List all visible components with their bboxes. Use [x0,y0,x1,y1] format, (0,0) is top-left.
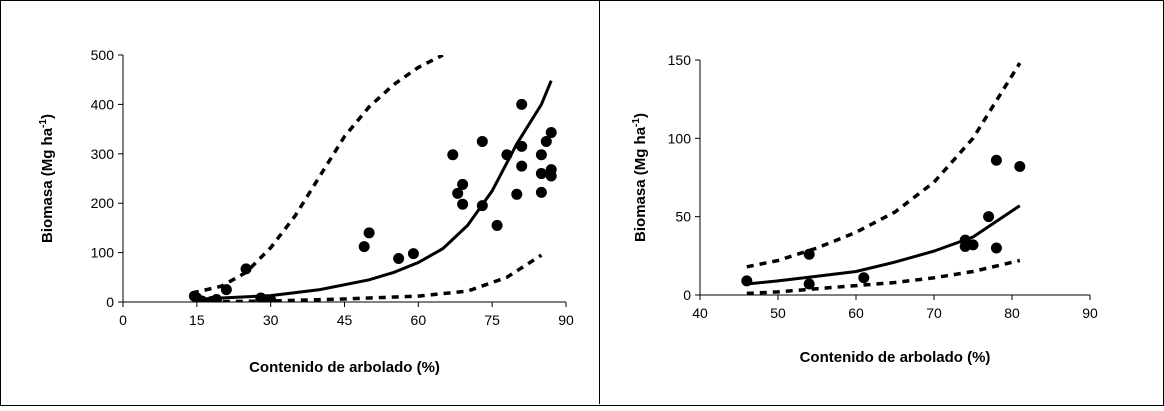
y-tick-label: 50 [675,209,691,225]
data-point [803,278,815,290]
chart-panel-right: 0 50 100 150 40 50 60 70 80 90 Contenido de arbola… [600,0,1164,406]
chart-panel-left: 0 100 200 300 400 500 0 15 30 45 60 75 90 Contenido d… [38,47,574,376]
x-tick-label: 60 [411,312,427,328]
x-axis-title: Contenido de arbolado (%) [249,359,440,376]
data-point [358,241,370,253]
plot-area [188,55,557,302]
y-axis-title-close: ) [632,113,649,118]
data-point [803,248,815,260]
data-point [511,188,523,200]
y-axis-title-close: ) [39,114,56,119]
data-point [535,149,547,161]
y-axis-title: Biomasa (Mg ha-1) [38,114,56,243]
y-axis-title: Biomasa (Mg ha-1) [631,113,649,242]
data-point [741,275,753,287]
data-point [516,160,528,172]
data-point [393,253,405,265]
x-axis-title: Contenido de arbolado (%) [800,349,991,366]
data-point [990,154,1002,166]
y-tick-label: 0 [683,287,691,303]
x-tick-label: 90 [558,312,574,328]
data-point [220,284,232,296]
data-point [535,168,547,180]
y-tick-label: 500 [91,47,115,63]
data-point [196,295,208,302]
x-tick-label: 60 [848,305,864,321]
x-tick-label: 50 [770,305,786,321]
data-point [476,200,488,212]
data-point [545,127,557,139]
data-point [457,198,469,210]
x-tick-label: 70 [926,305,942,321]
x-tick-label: 80 [1004,305,1020,321]
y-tick-label: 0 [106,294,114,310]
data-point [535,186,547,198]
y-tick-label: 400 [91,96,115,112]
x-tick-label: 40 [692,305,708,321]
data-point [983,211,995,223]
data-point [990,242,1002,254]
x-tick-label: 75 [484,312,500,328]
data-point [452,187,464,199]
confidence-band-line [196,253,543,302]
plot-area [741,62,1026,295]
data-point [255,292,267,302]
chart-left-svg: 0 100 200 300 400 500 0 15 30 45 60 75 90 Contenido d… [38,47,574,376]
x-tick-label: 15 [189,312,205,328]
y-tick-label: 300 [91,146,115,162]
data-point [407,248,419,260]
data-point [516,140,528,152]
y-axis-title-main: Biomasa (Mg ha [39,127,56,243]
data-point [240,263,252,275]
y-tick-label: 150 [668,52,692,68]
data-point [540,135,552,147]
data-point [491,219,503,231]
x-tick-label: 30 [263,312,279,328]
y-axis-title-superscript: -1 [38,119,49,128]
panel-divider [599,0,600,404]
y-axis-title-main: Biomasa (Mg ha [632,126,649,242]
y-tick-label: 100 [91,245,115,261]
data-point [858,272,870,284]
x-tick-label: 45 [337,312,353,328]
chart-right-svg: 0 50 100 150 40 50 60 70 80 90 Contenido de arbola… [631,52,1098,366]
data-point [447,149,459,161]
y-tick-label: 100 [668,130,692,146]
y-axis-title-superscript: -1 [631,118,642,127]
data-point [265,294,277,302]
data-point [476,135,488,147]
data-point [501,149,513,161]
data-point [1014,161,1026,173]
data-point [545,170,557,182]
x-tick-label: 0 [119,312,127,328]
data-point [211,294,223,302]
data-point [967,239,979,251]
y-tick-label: 200 [91,195,115,211]
x-tick-label: 90 [1082,305,1098,321]
data-point [457,178,469,190]
data-point [516,98,528,110]
confidence-band-line [191,55,444,295]
data-point [363,227,375,239]
confidence-band-line [746,62,1022,269]
